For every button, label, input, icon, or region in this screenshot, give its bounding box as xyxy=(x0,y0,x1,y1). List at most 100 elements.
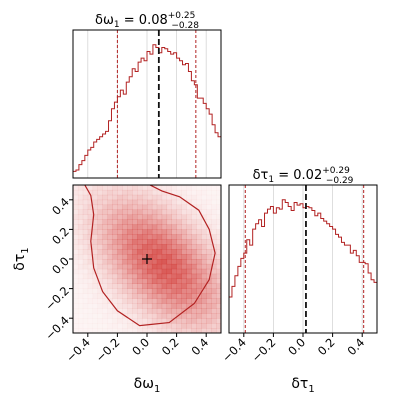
density-cell xyxy=(171,278,177,284)
density-cell xyxy=(181,283,187,289)
joint-x-axis-label: δω1 xyxy=(134,376,161,395)
density-cell xyxy=(196,303,202,309)
density-cell xyxy=(186,229,192,235)
density-cell xyxy=(191,263,197,270)
density-cell xyxy=(137,293,143,299)
density-cell xyxy=(151,259,158,265)
density-cell xyxy=(161,189,168,196)
density-cell xyxy=(206,259,212,265)
density-cell xyxy=(87,263,94,270)
density-cell xyxy=(156,259,163,265)
density-cell xyxy=(137,288,143,294)
density-cell xyxy=(151,278,158,284)
density-cell xyxy=(82,283,89,289)
density-cell xyxy=(82,278,89,284)
density-cell xyxy=(196,283,202,289)
density-cell xyxy=(161,278,168,284)
density-cell xyxy=(97,199,103,206)
density-cell xyxy=(117,209,123,215)
density-cell xyxy=(181,219,187,225)
density-cell xyxy=(137,194,143,201)
density-cell xyxy=(151,318,158,324)
density-cell xyxy=(181,185,187,191)
density-cell xyxy=(97,224,103,230)
density-cell xyxy=(181,199,187,206)
density-cell xyxy=(82,194,89,201)
density-cell xyxy=(211,328,217,333)
density-cell xyxy=(147,259,153,265)
density-cell xyxy=(151,268,158,275)
density-cell xyxy=(82,244,89,250)
marginal-tau-grid xyxy=(243,185,363,333)
density-cell xyxy=(107,313,113,319)
density-cell xyxy=(122,239,128,245)
density-cell xyxy=(77,323,84,329)
density-cell xyxy=(117,259,123,265)
density-cell xyxy=(142,303,148,309)
density-cell xyxy=(201,209,207,215)
density-cell xyxy=(117,194,123,201)
true-value-marker xyxy=(142,254,152,264)
density-cell xyxy=(166,219,172,225)
density-cell xyxy=(211,194,217,201)
density-cell xyxy=(77,239,84,245)
density-cell xyxy=(151,249,158,255)
density-cell xyxy=(132,185,138,191)
marginal-tau-x-ticks: −0.4 −0.2 0.0 0.2 0.4 xyxy=(219,333,367,365)
density-cell xyxy=(186,209,192,215)
density-cell xyxy=(137,298,143,304)
density-cell xyxy=(186,204,192,210)
density-cell xyxy=(201,323,207,329)
density-cell xyxy=(201,298,207,304)
density-cell xyxy=(142,293,148,299)
density-cell xyxy=(201,234,207,240)
density-cell xyxy=(191,224,197,230)
density-cell xyxy=(97,308,103,314)
density-cell xyxy=(117,308,123,314)
density-cell xyxy=(142,224,148,230)
density-cell xyxy=(216,318,221,324)
density-cell xyxy=(87,303,94,309)
density-cell xyxy=(77,308,84,314)
density-cell xyxy=(201,244,207,250)
density-cell xyxy=(176,185,182,191)
density-cell xyxy=(211,278,217,284)
density-cell xyxy=(181,303,187,309)
density-cell xyxy=(102,313,108,319)
density-cell xyxy=(137,185,143,191)
density-cell xyxy=(147,214,153,220)
density-cell xyxy=(176,293,182,299)
density-cell xyxy=(211,283,217,289)
density-cell xyxy=(117,249,123,255)
density-cell xyxy=(186,313,192,319)
density-cell xyxy=(216,239,221,245)
density-cell xyxy=(127,234,133,240)
density-cell xyxy=(196,204,202,210)
density-cell xyxy=(186,268,192,275)
density-cell xyxy=(77,185,84,191)
density-cell xyxy=(196,254,202,260)
density-cell xyxy=(127,214,133,220)
density-cell xyxy=(137,234,143,240)
density-cell xyxy=(147,273,153,280)
marginal-omega-frame xyxy=(72,29,222,179)
density-cell xyxy=(87,234,94,240)
density-cell xyxy=(216,194,221,201)
joint-xticks-label-0: −0.4 xyxy=(63,335,93,365)
density-cell xyxy=(82,313,89,319)
density-cell xyxy=(127,194,133,201)
density-cell xyxy=(191,194,197,201)
density-cell xyxy=(142,199,148,206)
density-cell xyxy=(186,254,192,260)
density-cell xyxy=(166,209,172,215)
density-cell xyxy=(181,209,187,215)
density-cell xyxy=(181,189,187,196)
density-cell xyxy=(132,313,138,319)
density-cell xyxy=(77,209,84,215)
density-cell xyxy=(77,189,84,196)
density-cell xyxy=(156,263,163,270)
density-cell xyxy=(181,229,187,235)
density-cell xyxy=(107,328,113,333)
density-cell xyxy=(142,313,148,319)
density-cell xyxy=(102,323,108,329)
